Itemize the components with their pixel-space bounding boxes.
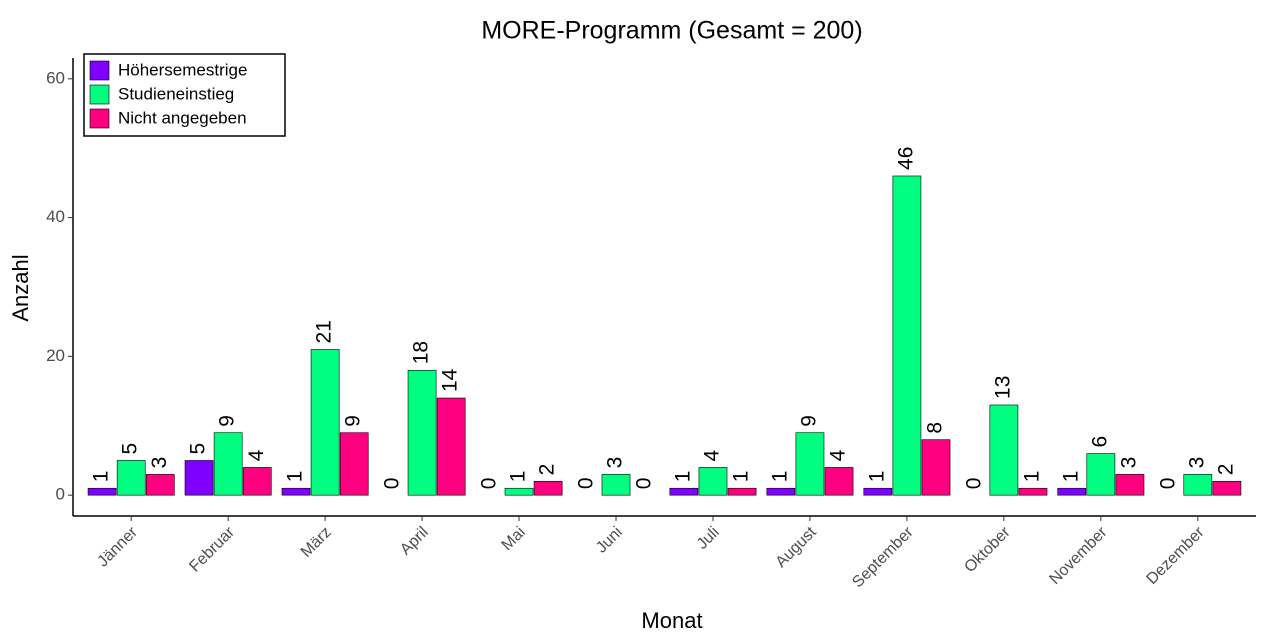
x-tick-label: Jänner (94, 523, 141, 570)
value-label: 9 (342, 415, 365, 427)
legend-swatch (89, 108, 110, 129)
value-label: 0 (574, 477, 597, 489)
bar (795, 432, 825, 496)
x-tick-label: Juli (694, 524, 723, 553)
bar (601, 474, 631, 496)
value-label: 1 (90, 471, 113, 483)
value-label: 2 (536, 464, 559, 476)
value-label: 1 (865, 471, 888, 483)
bar (242, 467, 272, 496)
legend-label: Nicht angegeben (118, 108, 247, 127)
value-label: 1 (507, 471, 530, 483)
value-label: 0 (962, 477, 985, 489)
bar (892, 175, 922, 496)
bar (766, 487, 796, 496)
bar (1018, 487, 1048, 496)
value-label: 3 (148, 457, 171, 469)
x-tick-label: November (1046, 523, 1111, 588)
value-label: 0 (381, 477, 404, 489)
value-label: 4 (827, 449, 850, 461)
bar (310, 349, 340, 496)
value-label: 2 (1214, 464, 1237, 476)
x-tick-label: April (397, 524, 432, 559)
bar (407, 369, 437, 496)
value-label: 21 (313, 320, 336, 343)
value-label: 0 (633, 477, 656, 489)
value-label: 0 (1156, 477, 1179, 489)
legend-label: Höhersemestrige (118, 60, 247, 79)
value-label: 3 (1117, 457, 1140, 469)
bar (116, 460, 146, 496)
bar (504, 487, 534, 496)
bar (1057, 487, 1087, 496)
y-axis-title: Anzahl (8, 254, 33, 321)
bar (281, 487, 311, 496)
x-tick-label: Dezember (1143, 523, 1208, 588)
bar (669, 487, 699, 496)
bar (339, 432, 369, 496)
legend-swatch (89, 84, 110, 105)
y-tick-label: 40 (46, 207, 65, 226)
value-label: 14 (439, 368, 462, 392)
value-label: 1 (284, 471, 307, 483)
bar (863, 487, 893, 496)
y-tick-label: 20 (46, 346, 65, 365)
bar (1212, 481, 1242, 496)
value-label: 1 (1059, 471, 1082, 483)
x-axis-title: Monat (641, 608, 702, 633)
legend-label: Studieneinstieg (118, 84, 234, 103)
value-label: 4 (701, 449, 724, 461)
value-label: 1 (671, 471, 694, 483)
bar (184, 460, 214, 496)
value-label: 1 (730, 471, 753, 483)
bar (921, 439, 951, 496)
legend-box (83, 53, 286, 137)
value-label: 9 (797, 415, 820, 427)
bar (145, 474, 175, 496)
chart-title: MORE-Programm (Gesamt = 200) (481, 17, 862, 45)
x-tick-label: August (773, 523, 821, 571)
bar (989, 404, 1019, 496)
value-label: 46 (894, 147, 917, 170)
bar (727, 487, 757, 496)
x-tick-label: Juni (593, 524, 626, 557)
value-label: 6 (1088, 436, 1111, 448)
value-label: 5 (119, 443, 142, 455)
bar (1115, 474, 1145, 496)
bar (213, 432, 243, 496)
x-tick-label: Februar (186, 523, 238, 575)
bar (1086, 453, 1116, 496)
value-label: 3 (1185, 457, 1208, 469)
value-label: 18 (410, 341, 433, 364)
value-label: 4 (245, 449, 268, 461)
bar (87, 487, 117, 496)
y-tick-label: 60 (46, 68, 65, 87)
bar (436, 397, 466, 496)
value-label: 0 (478, 477, 501, 489)
x-tick-label: Mai (499, 524, 529, 554)
value-label: 3 (604, 457, 627, 469)
bar (698, 467, 728, 496)
y-tick-label: 0 (56, 485, 65, 504)
value-label: 1 (1021, 471, 1044, 483)
value-label: 5 (187, 443, 210, 455)
bar (1183, 474, 1213, 496)
bar (824, 467, 854, 496)
bar (533, 481, 563, 496)
value-label: 1 (768, 471, 791, 483)
value-label: 8 (924, 422, 947, 434)
value-label: 9 (216, 415, 239, 427)
legend-swatch (89, 60, 110, 81)
x-tick-label: März (298, 524, 335, 561)
x-tick-label: Oktober (961, 523, 1014, 576)
value-label: 13 (991, 376, 1014, 399)
x-tick-label: September (849, 523, 917, 591)
